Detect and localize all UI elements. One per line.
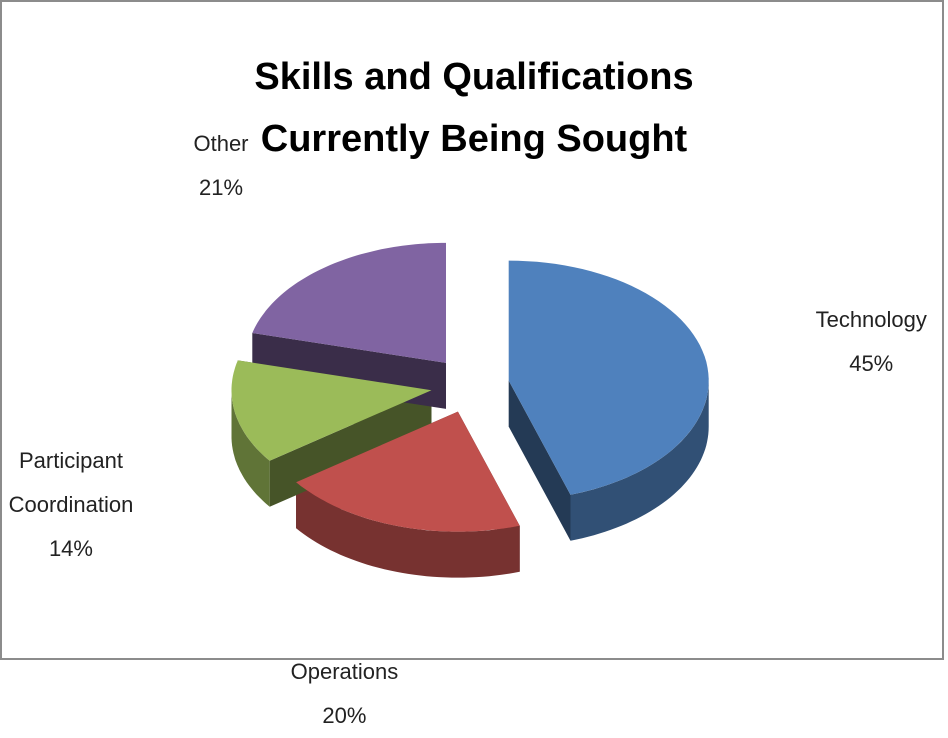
data-label: Participant Coordination 14% (0, 439, 156, 571)
data-label: Other 21% (136, 122, 306, 210)
slice-side (508, 380, 709, 541)
slice (252, 242, 446, 363)
slice-edge (296, 482, 520, 578)
label-value: 45% (849, 350, 894, 376)
label-category: Other (193, 131, 249, 157)
chart-title: Skills and Qualifications Currently Bein… (254, 56, 694, 160)
data-label: Operations 20% (259, 650, 429, 738)
slice (296, 411, 520, 532)
slice (231, 360, 432, 461)
slice-edge (570, 380, 709, 541)
slice-wall (508, 380, 571, 541)
label-category: Participant Coordination (8, 447, 134, 517)
label-value: 20% (322, 703, 367, 729)
slice-edge (231, 390, 270, 507)
label-value: 14% (48, 535, 93, 561)
slice-tops (231, 242, 709, 532)
label-category: Operations (290, 659, 399, 685)
slice (508, 260, 709, 495)
data-label: Technology 45% (786, 298, 948, 386)
label-category: Technology (815, 306, 927, 332)
pie-plot (231, 242, 709, 578)
label-value: 21% (198, 175, 244, 201)
